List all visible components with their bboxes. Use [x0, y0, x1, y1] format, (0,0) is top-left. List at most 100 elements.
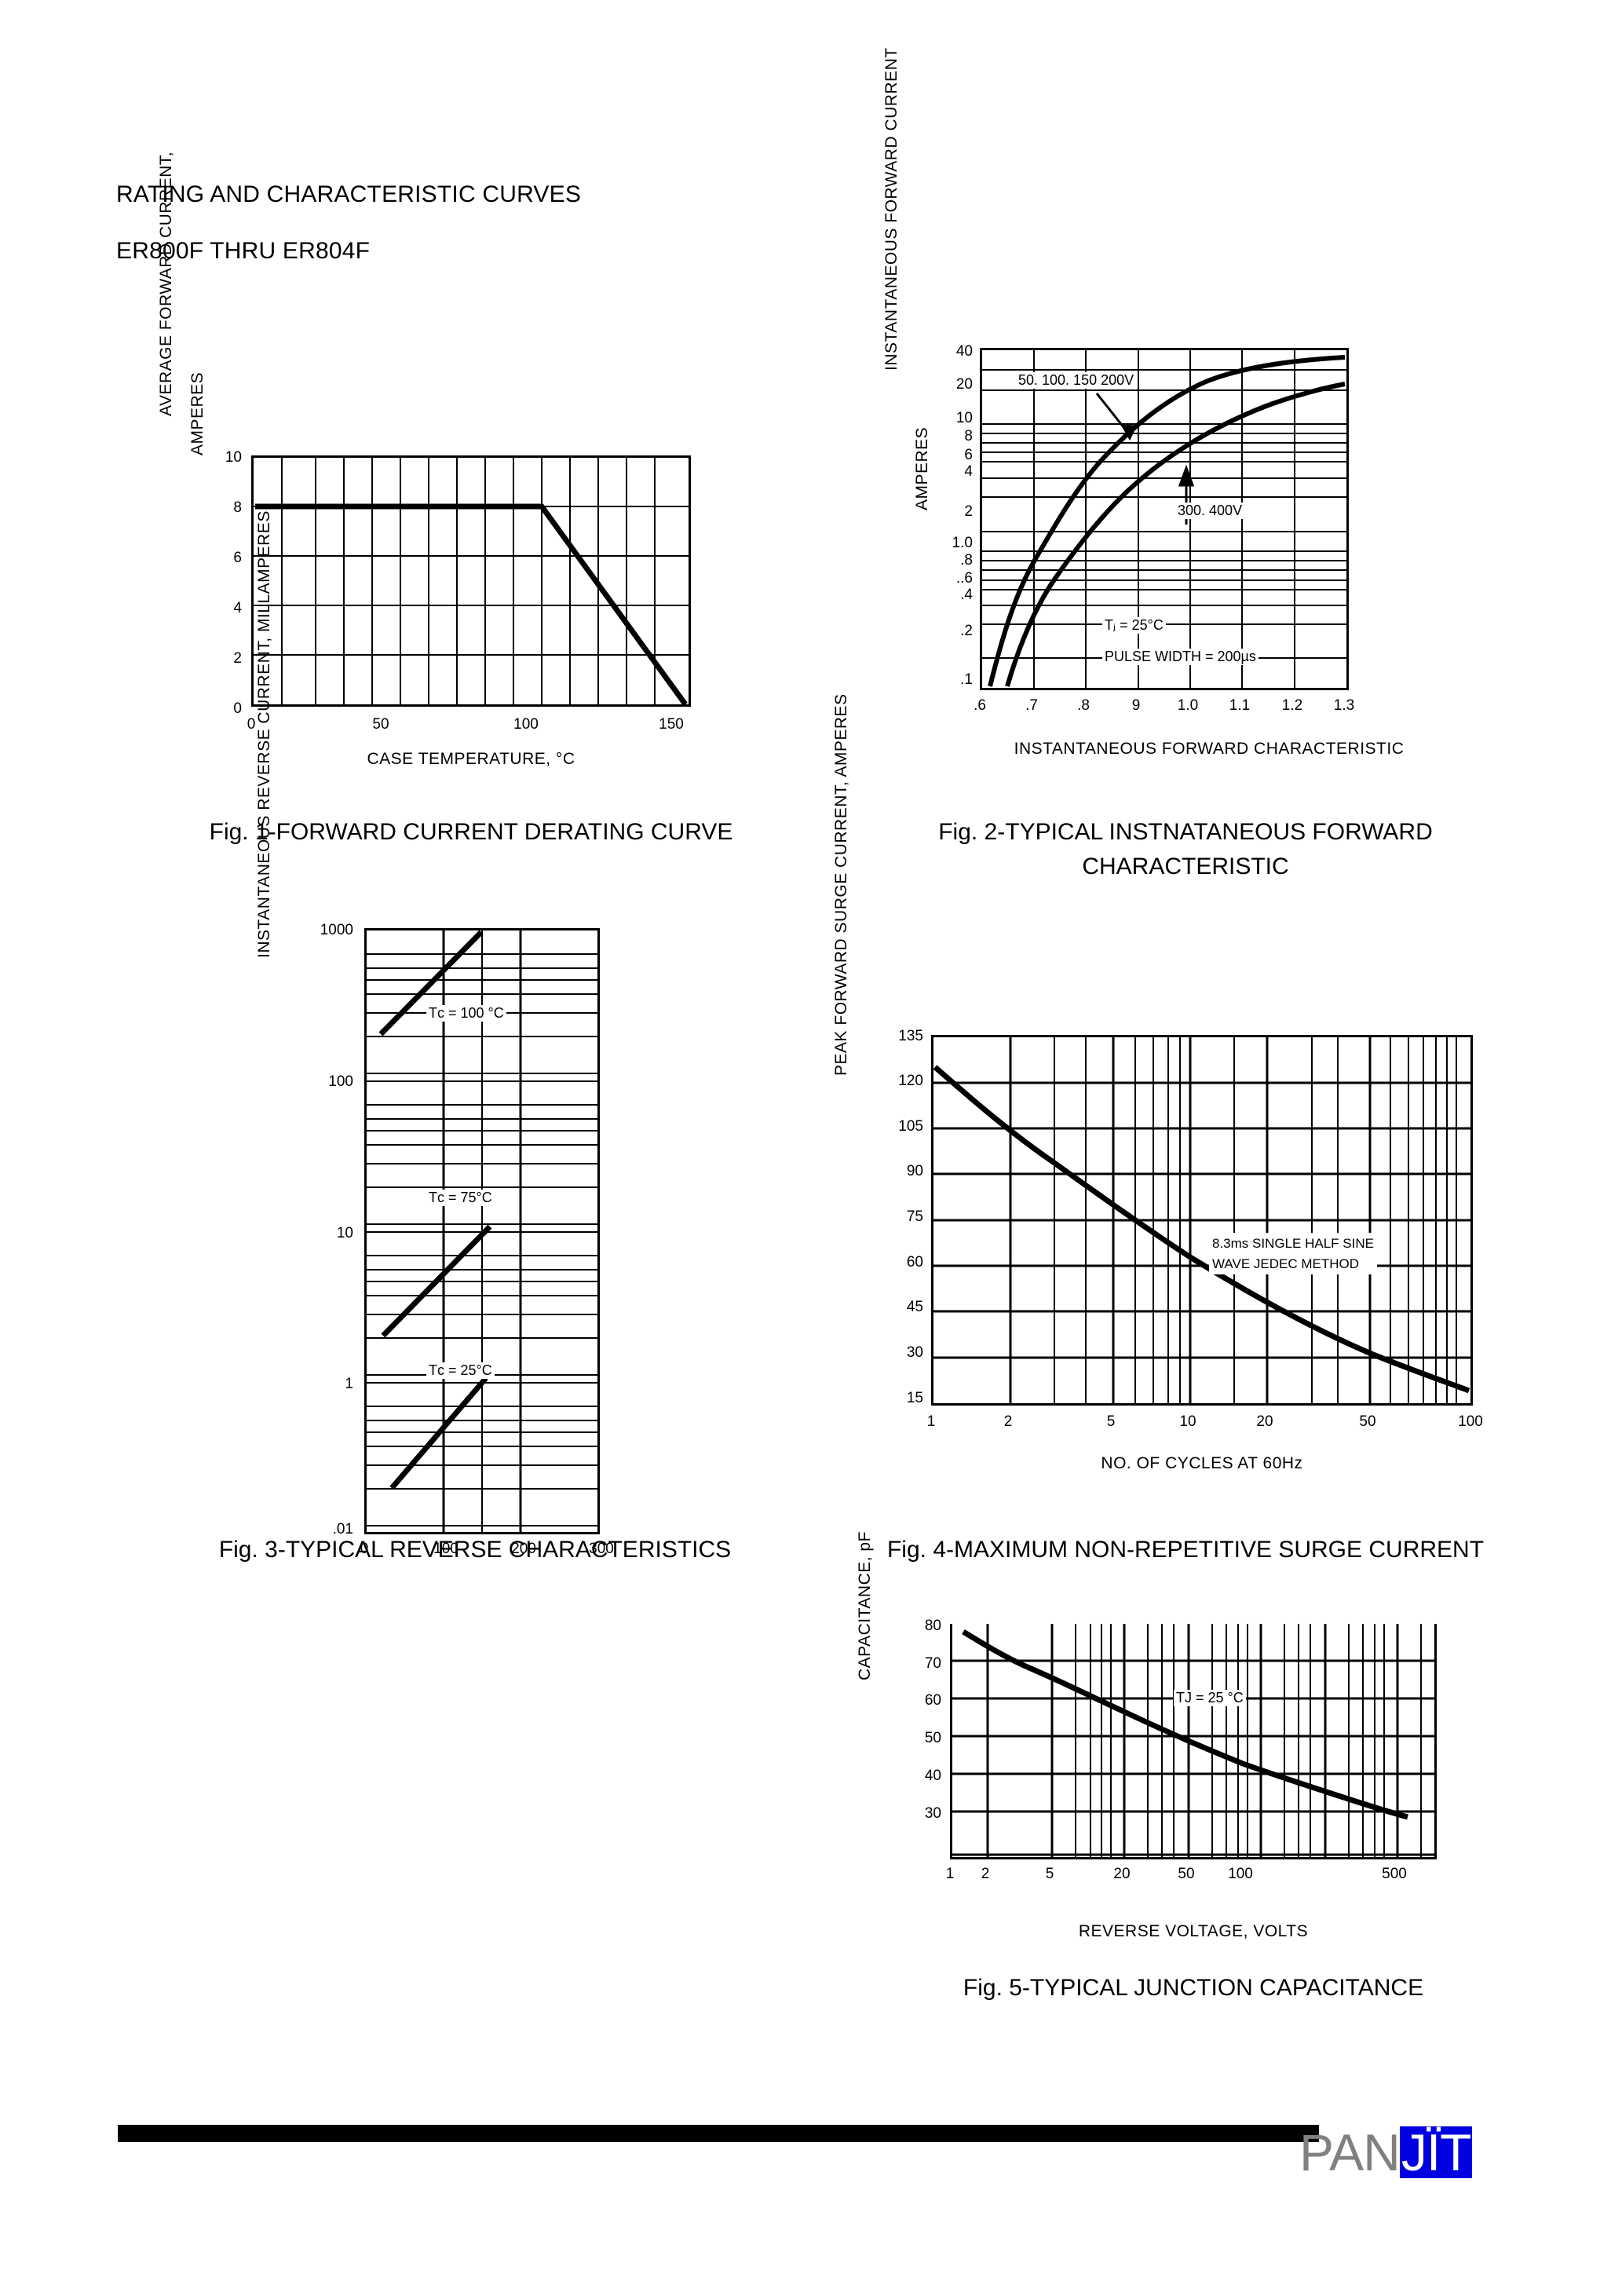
footer-divider-bar — [118, 2125, 1319, 2142]
fig3-plot-area — [364, 928, 600, 1534]
fig5-xtick-500: 500 — [1382, 1866, 1407, 1882]
fig4-xtick-2: 2 — [1003, 1413, 1013, 1430]
fig2-x-axis-label: INSTANTANEOUS FORWARD CHARACTERISTIC — [1014, 740, 1405, 758]
fig3-xtick-300: 300 — [589, 1541, 614, 1557]
logo-text-pan: PAN — [1299, 2123, 1401, 2181]
fig3-ytick-1000: 1000 — [320, 922, 353, 938]
fig3-annotation-tc25: Tᴄ = 25°C — [426, 1362, 495, 1379]
fig3-caption: Fig. 3-TYPICAL REVERSE CHARACTERISTICS — [218, 1537, 732, 1563]
fig3-annotation-tc75: Tᴄ = 75°C — [426, 1190, 495, 1206]
fig4-ytick-45: 45 — [906, 1299, 923, 1315]
fig3-ytick-10: 10 — [336, 1225, 353, 1241]
fig4-annotation-line2: WAVE JEDEC METHOD — [1212, 1256, 1360, 1271]
fig4-ytick-30: 30 — [906, 1344, 923, 1361]
fig4-xtick-20: 20 — [1256, 1413, 1273, 1430]
fig4-ytick-15: 15 — [906, 1390, 923, 1406]
fig2-xtick-1.2: 1.2 — [1281, 697, 1303, 714]
fig5-ytick-70: 70 — [924, 1655, 941, 1672]
fig2-ytick-0.8: .8 — [960, 552, 973, 569]
fig4-plot-area — [931, 1035, 1473, 1406]
fig5-xtick-5: 5 — [1045, 1866, 1054, 1882]
fig5-ytick-80: 80 — [924, 1618, 941, 1634]
fig3-ytick-0.01: .01 — [332, 1521, 353, 1537]
fig2-ytick-0.1: .1 — [960, 671, 973, 688]
fig1-xtick-100: 100 — [513, 716, 539, 733]
fig2-xtick-1.1: 1.1 — [1229, 697, 1251, 714]
fig2-ytick-10: 10 — [955, 410, 973, 426]
fig4-xtick-5: 5 — [1106, 1413, 1116, 1430]
fig2-xtick-1.0: 1.0 — [1177, 697, 1199, 714]
fig1-caption: Fig. 1-FORWARD CURRENT DERATING CURVE — [209, 819, 733, 845]
fig5-ytick-60: 60 — [924, 1692, 941, 1709]
fig2-xtick-0.8: .8 — [1077, 697, 1090, 714]
fig1-ytick-8: 8 — [233, 499, 242, 516]
fig2-caption-line1: Fig. 2-TYPICAL INSTNATANEOUS FORWARD — [938, 819, 1433, 845]
fig1-xtick-150: 150 — [659, 716, 684, 733]
fig4-xtick-100: 100 — [1458, 1413, 1483, 1430]
fig2-annotation-pulse: PULSE WIDTH = 200µs — [1102, 649, 1259, 665]
logo-text-jit: JÏT — [1399, 2123, 1473, 2181]
fig2-ytick-0.4: .4 — [960, 587, 973, 603]
fig3-xtick-0: 0 — [360, 1541, 369, 1557]
fig2-ytick-6: 6 — [964, 447, 973, 463]
fig2-ytick-2: 2 — [964, 503, 973, 520]
fig1-xtick-0: 0 — [247, 716, 256, 733]
fig5-xtick-1: 1 — [945, 1866, 955, 1882]
fig1-ytick-2: 2 — [233, 650, 242, 667]
fig1-ytick-0: 0 — [233, 700, 242, 717]
fig1-ytick-6: 6 — [233, 550, 242, 566]
fig2-ytick-0.2: .2 — [960, 623, 973, 639]
fig5-caption: Fig. 5-TYPICAL JUNCTION CAPACITANCE — [963, 1975, 1424, 2001]
fig2-xtick-0.9: 9 — [1131, 697, 1141, 714]
fig2-ytick-40: 40 — [955, 343, 973, 360]
fig2-annotation-400v: 300. 400V — [1175, 503, 1245, 519]
fig4-ytick-135: 135 — [898, 1028, 923, 1044]
fig2-plot-area — [980, 348, 1349, 690]
fig4-ytick-60: 60 — [906, 1254, 923, 1270]
fig1-x-axis-label: CASE TEMPERATURE, °C — [367, 750, 575, 768]
fig4-ytick-120: 120 — [898, 1073, 923, 1089]
fig1-ytick-4: 4 — [233, 600, 242, 616]
fig5-annotation-tj: TJ = 25 °C — [1174, 1690, 1246, 1706]
fig5-xtick-20: 20 — [1113, 1866, 1131, 1882]
fig4-xtick-1: 1 — [926, 1413, 936, 1430]
fig4-xtick-50: 50 — [1359, 1413, 1376, 1430]
fig2-ytick-1: 1.0 — [952, 535, 973, 551]
part-number-range: ER800F THRU ER804F — [116, 238, 371, 264]
fig4-annotation-line1: 8.3ms SINGLE HALF SINE — [1212, 1236, 1374, 1251]
fig2-ytick-0.6: ..6 — [955, 570, 973, 587]
fig2-xtick-0.7: .7 — [1025, 697, 1038, 714]
fig5-xtick-2: 2 — [981, 1866, 990, 1882]
fig1-xtick-50: 50 — [372, 716, 389, 733]
page-title: RATING AND CHARACTERISTIC CURVES — [116, 181, 582, 207]
fig2-xtick-1.3: 1.3 — [1333, 697, 1355, 714]
fig2-ytick-8: 8 — [964, 428, 973, 444]
fig5-xtick-100: 100 — [1228, 1866, 1253, 1882]
fig2-annotation-tj: Tⱼ = 25°C — [1102, 617, 1166, 634]
fig5-xtick-50: 50 — [1178, 1866, 1195, 1882]
fig4-caption: Fig. 4-MAXIMUM NON-REPETITIVE SURGE CURR… — [886, 1537, 1485, 1563]
fig3-xtick-100: 100 — [433, 1541, 458, 1557]
fig3-xtick-200: 200 — [511, 1541, 536, 1557]
fig5-ytick-40: 40 — [924, 1768, 941, 1784]
fig4-ytick-90: 90 — [906, 1163, 923, 1179]
fig1-plot-area — [251, 455, 691, 707]
fig5-plot-area — [950, 1624, 1437, 1859]
fig2-ytick-4: 4 — [964, 463, 973, 480]
fig3-ytick-100: 100 — [328, 1073, 353, 1090]
fig5-ytick-50: 50 — [924, 1730, 941, 1746]
fig2-ytick-20: 20 — [955, 376, 973, 393]
fig1-ytick-10: 10 — [225, 449, 242, 466]
fig5-x-axis-label: REVERSE VOLTAGE, VOLTS — [1078, 1922, 1309, 1940]
fig3-ytick-1: 1 — [345, 1376, 353, 1392]
fig4-xtick-10: 10 — [1179, 1413, 1196, 1430]
fig4-ytick-105: 105 — [898, 1118, 923, 1135]
fig2-xtick-0.6: .6 — [974, 697, 986, 714]
fig4-ytick-75: 75 — [906, 1208, 923, 1225]
fig5-ytick-30: 30 — [924, 1805, 941, 1822]
panjit-logo: PAN JÏT — [1299, 2123, 1473, 2181]
fig3-annotation-tc100: Tᴄ = 100 °C — [426, 1005, 506, 1022]
fig2-caption-line2: CHARACTERISTIC — [1082, 853, 1289, 879]
fig4-x-axis-label: NO. OF CYCLES AT 60Hz — [1101, 1454, 1303, 1472]
